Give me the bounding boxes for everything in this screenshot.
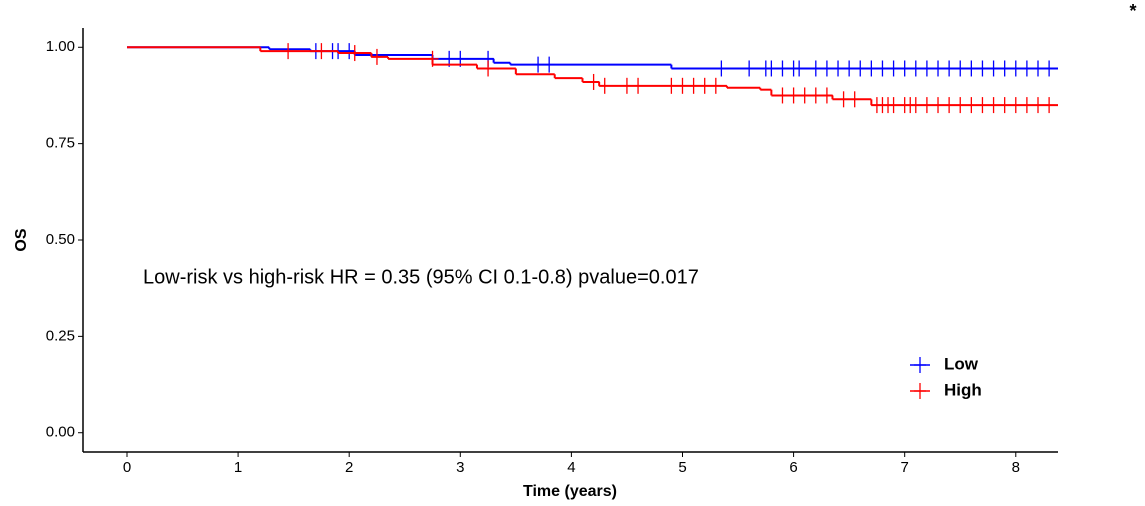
censor-mark: [282, 43, 295, 60]
x-tick-label: 4: [567, 459, 575, 476]
annotation: Low-risk vs high-risk HR = 0.35 (95% CI …: [143, 266, 699, 288]
censor-mark: [793, 60, 806, 77]
x-tick-label: 8: [1012, 459, 1020, 476]
censor-mark: [698, 77, 711, 94]
censor-mark: [776, 60, 789, 77]
censor-mark: [898, 60, 911, 77]
censor-mark: [943, 60, 956, 77]
censor-mark: [965, 97, 978, 114]
y-tick-label: 0.75: [46, 135, 75, 152]
censor-mark: [920, 97, 933, 114]
censor-mark: [865, 60, 878, 77]
censor-mark: [743, 60, 756, 77]
x-axis-title: Time (years): [523, 483, 617, 500]
censor-mark: [787, 87, 800, 104]
censor-mark: [987, 97, 1000, 114]
censor-mark: [665, 77, 678, 94]
y-tick-label: 1.00: [46, 38, 75, 55]
censor-mark: [765, 60, 778, 77]
censor-mark: [932, 97, 945, 114]
censor-mark: [820, 60, 833, 77]
censor-mark: [632, 77, 645, 94]
legend-label: Low: [944, 354, 979, 373]
censor-mark: [543, 56, 556, 73]
censor-mark: [687, 77, 700, 94]
censor-mark: [965, 60, 978, 77]
corner-mark: *: [1129, 1, 1136, 21]
x-tick-label: 1: [234, 459, 242, 476]
censor-mark: [832, 60, 845, 77]
censor-mark: [820, 87, 833, 104]
censor-mark: [809, 87, 822, 104]
censor-mark: [887, 60, 900, 77]
y-axis-title: OS: [13, 228, 30, 251]
censor-mark: [426, 50, 439, 67]
y-tick-label: 0.25: [46, 327, 75, 344]
censor-mark: [848, 91, 861, 108]
censor-mark: [1043, 97, 1056, 114]
censor-mark: [954, 97, 967, 114]
legend-label: High: [944, 380, 982, 399]
y-tick-label: 0.50: [46, 231, 75, 248]
censor-mark: [837, 91, 850, 108]
x-tick-label: 5: [678, 459, 686, 476]
censor-mark: [532, 56, 545, 73]
censor-mark: [798, 87, 811, 104]
censor-mark: [315, 43, 328, 60]
censor-mark: [715, 60, 728, 77]
censor-mark: [987, 60, 1000, 77]
censor-mark: [1043, 60, 1056, 77]
censor-mark: [343, 43, 356, 60]
censor-mark: [709, 77, 722, 94]
censor-mark: [1032, 97, 1045, 114]
censor-mark: [809, 60, 822, 77]
censor-mark: [920, 60, 933, 77]
censor-mark: [1009, 97, 1022, 114]
censor-mark: [943, 97, 956, 114]
censor-mark: [932, 60, 945, 77]
censor-mark: [598, 77, 611, 94]
censor-mark: [976, 97, 989, 114]
censor-mark: [876, 60, 889, 77]
censor-mark: [887, 97, 900, 114]
censor-mark: [909, 97, 922, 114]
x-tick-label: 6: [789, 459, 797, 476]
censor-mark: [1009, 60, 1022, 77]
censor-mark: [676, 77, 689, 94]
censor-mark: [998, 60, 1011, 77]
censor-mark: [587, 73, 600, 90]
x-tick-label: 7: [901, 459, 909, 476]
censor-mark: [620, 77, 633, 94]
censor-mark: [776, 87, 789, 104]
censor-mark: [843, 60, 856, 77]
y-tick-label: 0.00: [46, 424, 75, 441]
censor-mark: [482, 60, 495, 77]
censor-mark: [1020, 60, 1033, 77]
censor-mark: [998, 97, 1011, 114]
censor-mark: [909, 60, 922, 77]
censor-mark: [954, 60, 967, 77]
censor-mark: [976, 60, 989, 77]
x-tick-label: 3: [456, 459, 464, 476]
censor-mark: [1032, 60, 1045, 77]
x-tick-label: 0: [123, 459, 131, 476]
x-tick-label: 2: [345, 459, 353, 476]
censor-mark: [370, 48, 383, 65]
censor-mark: [1020, 97, 1033, 114]
censor-mark: [854, 60, 867, 77]
censor-mark: [348, 45, 361, 62]
